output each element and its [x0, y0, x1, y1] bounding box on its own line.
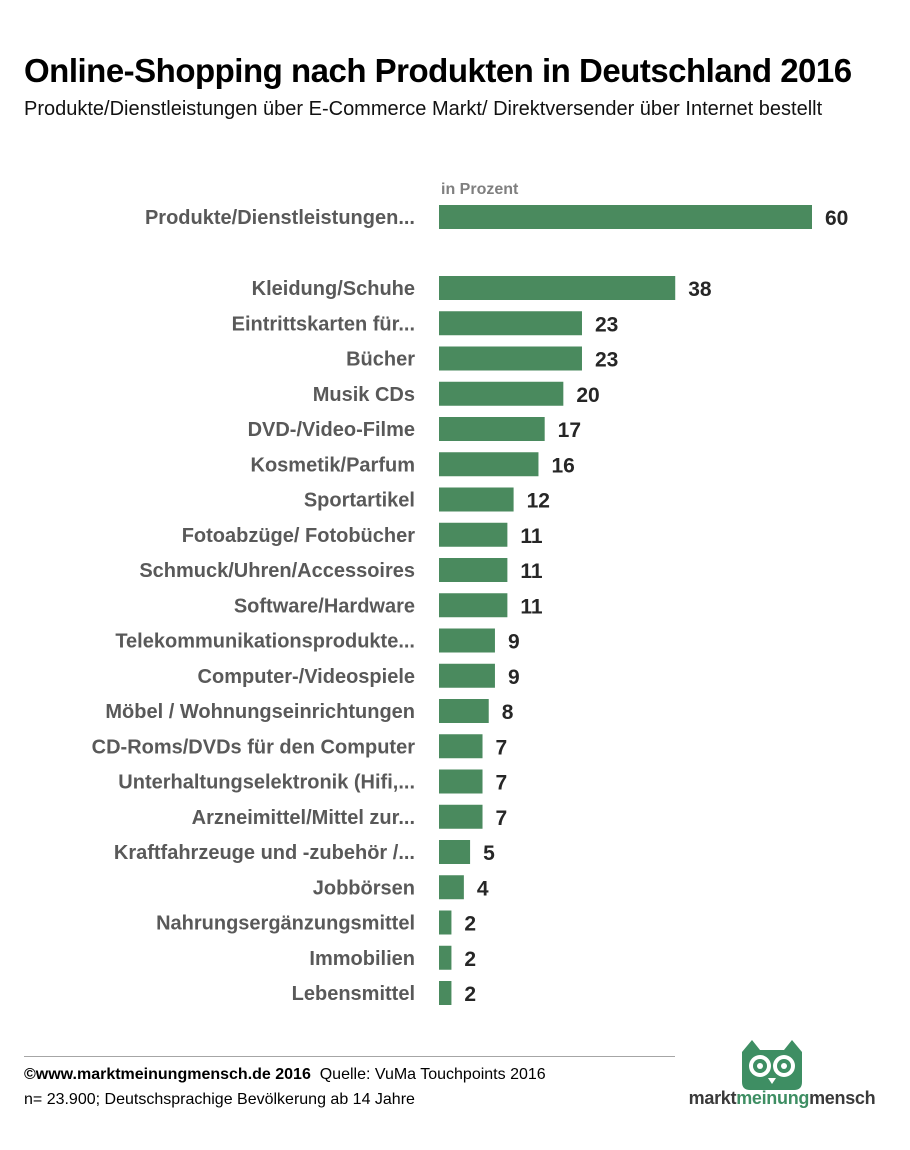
data-label: 7: [496, 807, 508, 830]
data-label: 11: [520, 560, 543, 583]
data-label: 23: [595, 349, 618, 372]
data-label: 2: [464, 913, 476, 936]
bar: [439, 417, 545, 441]
data-label: 2: [464, 983, 476, 1006]
category-label: Eintrittskarten für...: [232, 313, 415, 335]
logo-part-meinung: meinung: [736, 1088, 810, 1108]
category-label: Produkte/Dienstleistungen...: [145, 207, 415, 229]
bar: [439, 522, 508, 547]
bar: [439, 205, 812, 229]
data-label: 17: [558, 419, 581, 442]
logo-part-mensch: mensch: [809, 1088, 876, 1108]
bar: [439, 381, 564, 406]
category-label: Möbel / Wohnungseinrichtungen: [105, 701, 415, 723]
category-label: Sportartikel: [304, 490, 415, 512]
category-label: Lebensmittel: [292, 983, 415, 1005]
bar: [439, 311, 582, 336]
category-label: Unterhaltungselektronik (Hifi,...: [118, 772, 415, 794]
data-label: 20: [576, 384, 599, 407]
bar: [439, 663, 495, 688]
data-label: 8: [502, 701, 514, 724]
brand-logo: marktmeinungmensch: [677, 1036, 887, 1116]
bar: [439, 452, 539, 477]
category-label: Immobilien: [309, 948, 415, 970]
bar: [439, 945, 452, 970]
category-label: DVD-/Video-Filme: [248, 419, 415, 441]
category-label: Nahrungsergänzungsmittel: [156, 913, 415, 935]
logo-part-markt: markt: [688, 1088, 737, 1108]
logo-wordmark: marktmeinungmensch: [677, 1088, 887, 1109]
category-label: Computer-/Videospiele: [198, 666, 415, 688]
data-label: 7: [496, 772, 508, 795]
category-label: Software/Hardware: [234, 595, 415, 617]
bar: [439, 981, 452, 1005]
category-label: Schmuck/Uhren/Accessoires: [139, 560, 415, 582]
bar: [439, 593, 508, 618]
bar: [439, 875, 464, 900]
data-label: 16: [551, 454, 574, 477]
bar: [439, 769, 483, 794]
data-label: 4: [477, 877, 489, 900]
data-label: 38: [688, 278, 712, 301]
data-label: 11: [520, 525, 543, 548]
data-label: 7: [496, 736, 508, 759]
category-label: Bücher: [346, 349, 415, 371]
source-text: Quelle: VuMa Touchpoints 2016: [319, 1066, 546, 1083]
bar-chart: Produkte/Dienstleistungen... 60 Kleidung/S…: [92, 205, 848, 1006]
data-label: 9: [508, 631, 520, 654]
category-label: Musik CDs: [313, 384, 415, 406]
bar: [439, 840, 471, 864]
bar: [439, 558, 508, 582]
data-label: 23: [595, 313, 618, 336]
footer-divider: [24, 1056, 675, 1057]
category-label: Arzneimittel/Mittel zur...: [192, 807, 415, 829]
bar: [439, 804, 483, 829]
chart-subtitle: Produkte/Dienstleistungen über E-Commerc…: [24, 98, 823, 120]
data-label: 2: [464, 948, 476, 971]
category-label: Kleidung/Schuhe: [252, 278, 415, 300]
category-label: Fotoabzüge/ Fotobücher: [182, 525, 416, 547]
bar: [439, 346, 582, 371]
bar: [439, 487, 514, 512]
bar: [439, 699, 489, 723]
copyright-text: ©www.marktmeinungmensch.de 2016: [24, 1066, 311, 1083]
bar: [439, 910, 452, 935]
category-label: Telekommunikationsprodukte...: [115, 631, 415, 653]
owl-icon: [742, 1040, 802, 1090]
bar: [439, 276, 676, 300]
category-label: Kraftfahrzeuge und -zubehör /...: [114, 842, 415, 864]
category-label: CD-Roms/DVDs für den Computer: [92, 736, 416, 758]
footer-note: n= 23.900; Deutschsprachige Bevölkerung …: [24, 1091, 415, 1108]
data-label: 60: [825, 207, 848, 230]
data-label: 9: [508, 666, 520, 689]
data-label: 11: [520, 595, 543, 618]
unit-label: in Prozent: [441, 181, 519, 198]
chart-title: Online-Shopping nach Produkten in Deutsc…: [24, 52, 852, 89]
bar: [439, 628, 495, 653]
category-label: Kosmetik/Parfum: [251, 454, 416, 476]
category-label: Jobbörsen: [313, 877, 415, 899]
bar: [439, 734, 483, 759]
data-label: 5: [483, 842, 495, 865]
data-label: 12: [527, 490, 550, 513]
footer-source-line: ©www.marktmeinungmensch.de 2016 Quelle: …: [24, 1066, 546, 1084]
